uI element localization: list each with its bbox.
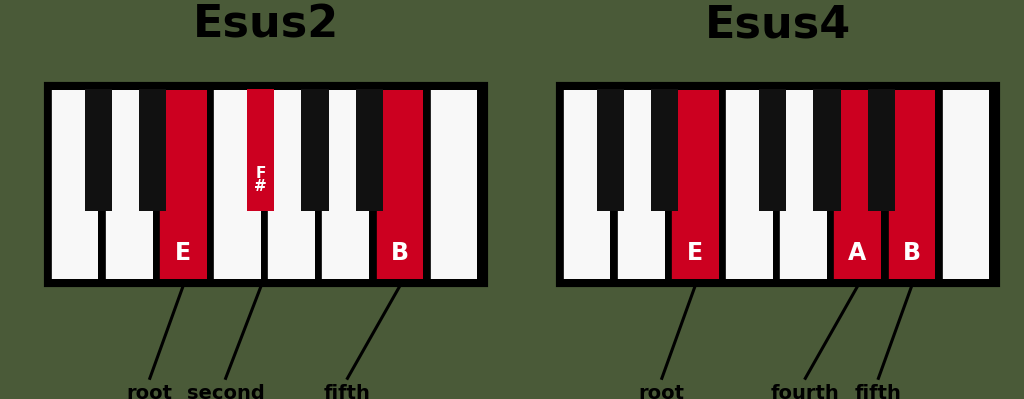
Text: fourth: fourth xyxy=(771,384,840,399)
Bar xyxy=(558,84,998,285)
Text: B: B xyxy=(390,241,409,265)
Bar xyxy=(563,90,610,279)
Bar xyxy=(888,90,935,279)
Bar xyxy=(834,90,881,279)
Text: fifth: fifth xyxy=(324,384,371,399)
Text: B: B xyxy=(902,241,921,265)
Bar xyxy=(942,90,989,279)
Bar xyxy=(104,90,153,279)
Bar xyxy=(779,90,827,279)
Bar xyxy=(671,90,719,279)
Bar xyxy=(376,90,423,279)
Bar xyxy=(813,89,841,211)
Bar xyxy=(759,89,786,211)
Bar xyxy=(85,89,112,211)
Text: E: E xyxy=(687,241,702,265)
Bar xyxy=(725,90,773,279)
Text: A: A xyxy=(848,241,866,265)
Bar xyxy=(430,90,477,279)
Text: root: root xyxy=(127,384,173,399)
Bar xyxy=(597,89,624,211)
Bar xyxy=(616,90,665,279)
Text: fifth: fifth xyxy=(855,384,902,399)
Bar xyxy=(46,84,486,285)
Text: Esus4: Esus4 xyxy=(706,4,851,47)
Bar xyxy=(247,89,274,211)
Text: second: second xyxy=(186,384,264,399)
Bar xyxy=(139,89,166,211)
Text: Esus2: Esus2 xyxy=(194,4,339,47)
Text: F
#: F # xyxy=(254,166,267,194)
Bar xyxy=(51,90,98,279)
Bar xyxy=(213,90,261,279)
Text: root: root xyxy=(639,384,685,399)
Bar xyxy=(355,89,383,211)
Bar xyxy=(267,90,315,279)
Bar xyxy=(159,90,207,279)
Bar xyxy=(322,90,369,279)
Bar xyxy=(867,89,895,211)
Bar xyxy=(301,89,329,211)
Text: E: E xyxy=(175,241,190,265)
Bar xyxy=(651,89,678,211)
